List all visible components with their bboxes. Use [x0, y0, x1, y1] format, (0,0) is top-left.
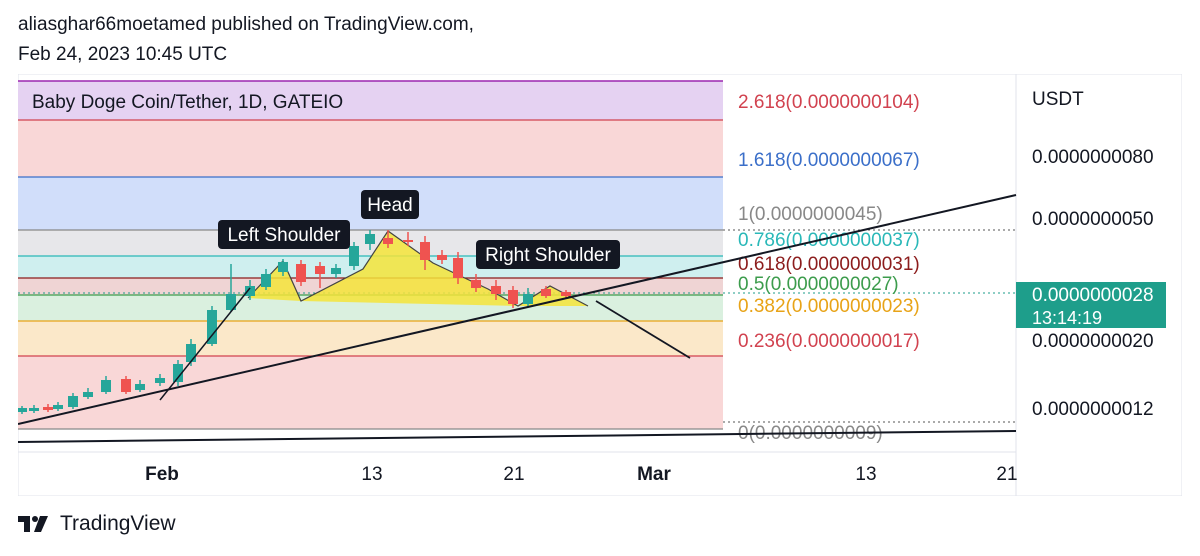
candle-body — [403, 240, 413, 242]
footer: TradingView — [18, 512, 176, 536]
candle-body — [155, 378, 165, 383]
candle-body — [173, 364, 183, 382]
x-tick: Feb — [145, 464, 179, 485]
candle-body — [226, 294, 236, 310]
candle-body — [186, 344, 196, 362]
fib-zone-top — [18, 81, 723, 120]
countdown-timer: 13:14:19 — [1032, 308, 1102, 328]
y-tick: 0.0000000020 — [1032, 331, 1154, 352]
candle-body — [68, 396, 78, 407]
candle-body — [365, 234, 375, 244]
fib-label: 1(0.0000000045) — [738, 204, 883, 225]
candle-body — [331, 268, 341, 274]
candle-body — [261, 274, 271, 287]
candles — [18, 230, 571, 414]
x-tick: 21 — [503, 464, 524, 485]
publisher-line: aliasghar66moetamed published on Trading… — [18, 14, 474, 35]
support-trendline — [18, 430, 1017, 443]
trend-lines — [18, 194, 1017, 443]
candle-body — [101, 380, 111, 392]
pattern-fill — [248, 231, 588, 306]
candle-body — [420, 242, 430, 260]
fib-labels: 2.618(0.0000000104) 1.618(0.0000000067) … — [738, 92, 920, 444]
currency-label: USDT — [1032, 89, 1084, 110]
candle-body — [561, 292, 571, 296]
candle-body — [383, 238, 393, 244]
fib-label: 1.618(0.0000000067) — [738, 150, 920, 171]
candle-body — [135, 384, 145, 390]
y-tick: 0.0000000080 — [1032, 147, 1154, 168]
candle-body — [491, 286, 501, 294]
annotation-text: Head — [367, 195, 412, 216]
candle-body — [29, 408, 39, 411]
candle-body — [18, 408, 27, 412]
footer-brand: TradingView — [60, 512, 176, 535]
candle-body — [523, 294, 533, 304]
x-tick: 13 — [855, 464, 876, 485]
fib-lines — [18, 80, 1016, 430]
projection-line — [595, 300, 691, 359]
fib-zone-0236-0 — [18, 356, 723, 429]
y-tick: 0.0000000012 — [1032, 399, 1154, 420]
price-chart[interactable]: 2.618(0.0000000104) 1.618(0.0000000067) … — [18, 74, 1182, 496]
candle-body — [53, 405, 63, 409]
candle-body — [315, 266, 325, 274]
candle-body — [437, 255, 447, 260]
annotation-head[interactable]: Head — [361, 190, 419, 219]
last-price-tag: 0.0000000028 13:14:19 — [1016, 282, 1166, 328]
candle-body — [471, 280, 481, 288]
last-price-value: 0.0000000028 — [1032, 285, 1154, 306]
price-axis: USDT 0.0000000080 0.0000000050 0.0000000… — [1032, 89, 1154, 420]
fib-label: 0.5(0.0000000027) — [738, 274, 899, 295]
x-tick: Mar — [637, 464, 671, 485]
fib-label: 0.236(0.0000000017) — [738, 331, 920, 352]
tradingview-logo-icon — [18, 516, 48, 532]
candle-body — [83, 392, 93, 397]
x-tick: 13 — [361, 464, 382, 485]
candle-body — [245, 286, 255, 296]
chart-title: Baby Doge Coin/Tether, 1D, GATEIO — [32, 92, 343, 113]
fib-label: 0.382(0.0000000023) — [738, 296, 920, 317]
candle-body — [541, 289, 551, 296]
neckline-trendline — [18, 194, 1017, 425]
candle-body — [453, 258, 463, 278]
candle-body — [508, 290, 518, 304]
fib-zone-2618-1618 — [18, 120, 723, 177]
publish-date: Feb 24, 2023 10:45 UTC — [18, 44, 228, 65]
left-rise-line — [159, 287, 251, 401]
fib-zone-0382-0236 — [18, 321, 723, 356]
annotation-left-shoulder[interactable]: Left Shoulder — [218, 220, 350, 249]
candle-body — [207, 310, 217, 344]
candle-body — [296, 264, 306, 282]
time-axis: Feb 13 21 Mar 13 21 — [145, 464, 1017, 485]
annotation-right-shoulder[interactable]: Right Shoulder — [476, 240, 620, 269]
pattern-outline — [247, 230, 589, 307]
annotation-text: Right Shoulder — [485, 245, 611, 266]
candle-body — [121, 379, 131, 392]
y-tick: 0.0000000050 — [1032, 209, 1154, 230]
fib-label: 0.618(0.0000000031) — [738, 254, 920, 275]
candle-body — [278, 262, 288, 272]
x-tick: 21 — [996, 464, 1017, 485]
annotation-text: Left Shoulder — [227, 225, 341, 246]
fib-label: 0.786(0.0000000037) — [738, 230, 920, 251]
candle-body — [349, 246, 359, 266]
fib-label: 2.618(0.0000000104) — [738, 92, 920, 113]
candle-body — [43, 407, 53, 410]
